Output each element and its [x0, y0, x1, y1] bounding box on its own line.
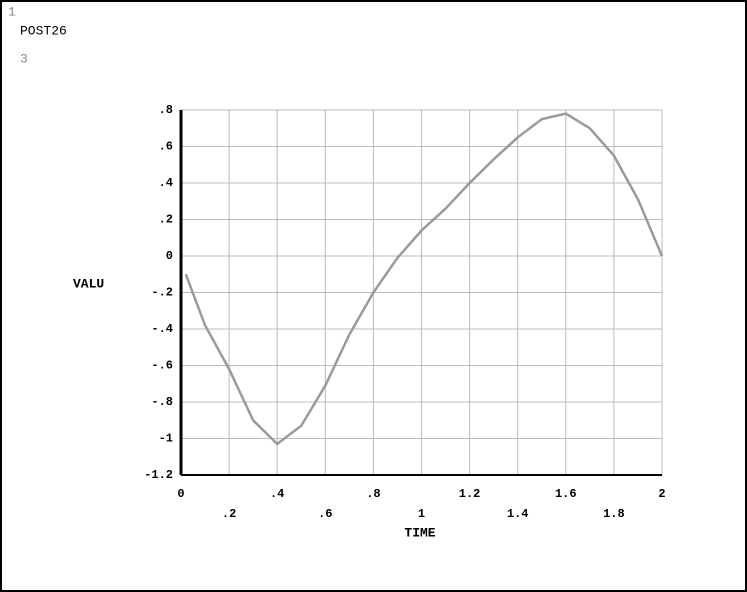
y-tick-label: -1.2	[144, 468, 173, 482]
y-tick-label: .4	[159, 176, 173, 190]
y-tick-label: .2	[159, 213, 173, 227]
y-tick-label: -1	[159, 432, 173, 446]
x-tick-label: .6	[318, 507, 332, 521]
x-tick-label: 1.6	[555, 487, 577, 501]
window-number: 1	[8, 4, 16, 19]
curve-number: 3	[20, 51, 28, 66]
data-line	[184, 112, 664, 446]
x-tick-label: 1.2	[459, 487, 481, 501]
x-tick-label: .4	[270, 487, 284, 501]
x-tick-label: .8	[366, 487, 380, 501]
x-tick-label: 1	[418, 507, 425, 521]
y-tick-label: .8	[159, 103, 173, 117]
y-tick-label: -.2	[151, 286, 173, 300]
y-axis-label: VALU	[73, 276, 104, 291]
y-tick-label: .6	[159, 140, 173, 154]
x-tick-label: 0	[177, 487, 184, 501]
x-tick-label: 2	[658, 487, 665, 501]
y-tick-label: 0	[166, 249, 173, 263]
y-tick-label: -.8	[151, 395, 173, 409]
y-tick-label: -.4	[151, 322, 173, 336]
post-label: POST26	[20, 23, 67, 38]
x-tick-label: .2	[222, 507, 236, 521]
x-axis-label: TIME	[404, 525, 435, 540]
y-tick-label: -.6	[151, 359, 173, 373]
x-tick-label: 1.4	[507, 507, 529, 521]
x-tick-label: 1.8	[603, 507, 625, 521]
